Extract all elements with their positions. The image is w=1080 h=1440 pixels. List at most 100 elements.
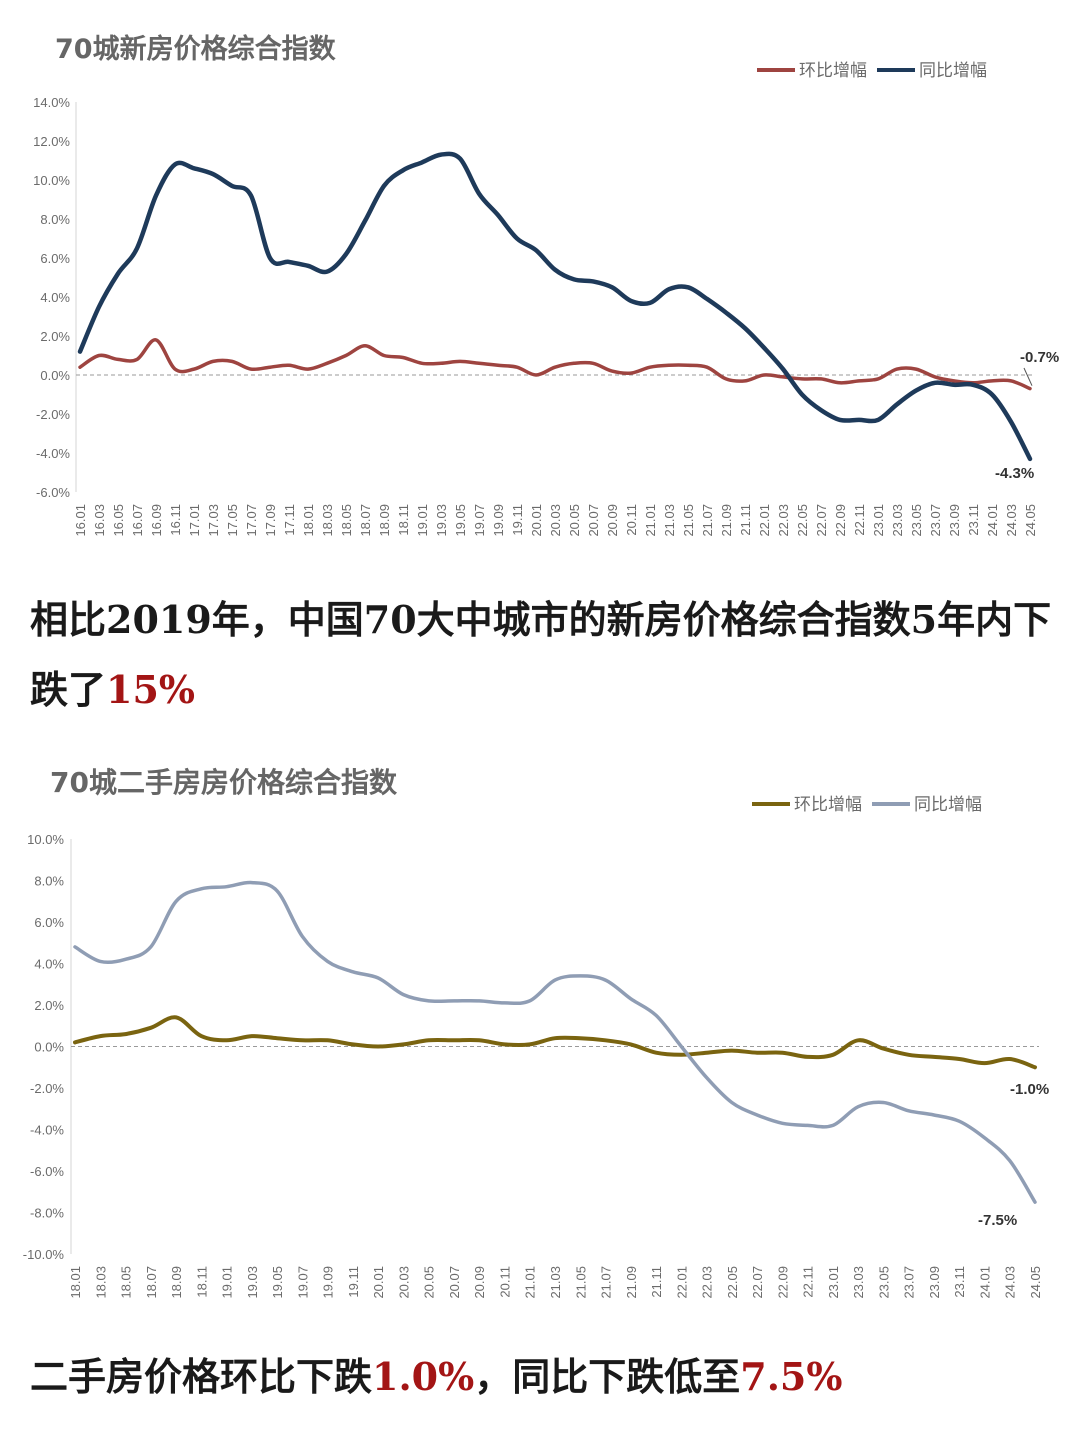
x-tick-label: 23.05 (909, 504, 924, 537)
series-1-point (440, 363, 441, 364)
y-tick-label: 2.0% (40, 329, 70, 344)
x-tick-label: 17.05 (225, 504, 240, 537)
series-2-point (231, 185, 232, 186)
x-tick-label: 20.11 (624, 504, 639, 536)
x-tick-label: 24.03 (1003, 1266, 1018, 1299)
x-tick-label: 18.09 (377, 504, 392, 537)
end-value-label-2: -7.5% (978, 1212, 1017, 1229)
series-2-point (858, 419, 859, 420)
series-1-point (801, 378, 802, 379)
series-1-point (479, 1040, 480, 1041)
x-tick-label: 23.05 (876, 1266, 891, 1299)
series-2-point (573, 279, 574, 280)
legend-label-1: 环比增幅 (794, 795, 862, 815)
series-2-point (605, 980, 606, 981)
series-2-point (150, 946, 151, 947)
series-2-point (763, 347, 764, 348)
series-1-point (807, 1056, 808, 1057)
caption2-highlight1: 1.0% (372, 1354, 475, 1399)
x-tick-label: 20.05 (567, 504, 582, 537)
series-2-point (383, 185, 384, 186)
series-1-point (1029, 388, 1030, 389)
x-tick-label: 23.09 (927, 1266, 942, 1299)
x-tick-label: 23.01 (871, 504, 886, 537)
y-tick-label: 0.0% (40, 368, 70, 383)
x-tick-label: 24.01 (977, 1266, 992, 1299)
x-tick-label: 16.07 (130, 504, 145, 537)
series-2-point (959, 1121, 960, 1122)
x-tick-label: 19.09 (321, 1266, 336, 1299)
series-1-point (326, 363, 327, 364)
series-2-point (193, 168, 194, 169)
x-tick-label: 21.07 (700, 504, 715, 537)
x-tick-label: 16.09 (149, 504, 164, 537)
series-1-point (125, 1034, 126, 1035)
series-2-point (858, 1106, 859, 1107)
x-tick-label: 16.11 (168, 504, 183, 536)
series-2-point (251, 882, 252, 883)
series-1-point (934, 376, 935, 377)
x-tick-label: 19.01 (415, 504, 430, 537)
x-tick-label: 21.03 (662, 504, 677, 537)
x-tick-label: 19.11 (510, 504, 525, 536)
series-2-point (378, 977, 379, 978)
series-1-point (231, 361, 232, 362)
x-tick-label: 20.07 (447, 1266, 462, 1299)
x-tick-label: 23.11 (952, 1266, 967, 1298)
x-tick-label: 19.07 (295, 1266, 310, 1299)
series-2-point (453, 1000, 454, 1001)
x-tick-label: 19.05 (270, 1266, 285, 1299)
series-1-point (832, 1054, 833, 1055)
series-2-point (934, 382, 935, 383)
x-tick-label: 17.01 (187, 504, 202, 537)
series-2-point (428, 1000, 429, 1001)
series-1-point (176, 1017, 177, 1018)
series-2-point (497, 215, 498, 216)
x-tick-label: 24.03 (1004, 504, 1019, 537)
series-2-point (364, 220, 365, 221)
series-1-point (883, 1048, 884, 1049)
y-tick-label: -10.0% (23, 1247, 65, 1262)
series-2-point (100, 961, 101, 962)
series-2-point (953, 384, 954, 385)
series-1-point (155, 339, 156, 340)
series-1-point (1034, 1067, 1035, 1068)
series-2-point (288, 261, 289, 262)
y-tick-label: -8.0% (30, 1206, 64, 1221)
series-1-point (763, 374, 764, 375)
x-tick-label: 20.03 (396, 1266, 411, 1299)
series-2-point (176, 901, 177, 902)
series-2-point (352, 971, 353, 972)
series-2-point (731, 1102, 732, 1103)
series-1-point (649, 367, 650, 368)
series-1-point (896, 369, 897, 370)
series-line-1 (78, 338, 1032, 391)
chart-title: 70城二手房房价格综合指数 (50, 766, 398, 799)
x-tick-label: 20.11 (497, 1266, 512, 1298)
series-1-point (201, 1036, 202, 1037)
series-1-point (687, 365, 688, 366)
series-1-point (554, 1038, 555, 1039)
x-tick-label: 19.01 (220, 1266, 235, 1299)
series-2-point (302, 936, 303, 937)
series-1-point (858, 1040, 859, 1041)
x-tick-label: 21.09 (719, 504, 734, 537)
end-value-label-1: -1.0% (1010, 1081, 1049, 1098)
caption1-text: 相比2019年，中国70大中城市的新房价格综合指数5年内下跌了 (30, 597, 1052, 712)
series-1-point (611, 371, 612, 372)
x-tick-label: 19.03 (245, 1266, 260, 1299)
series-1-point (535, 374, 536, 375)
x-tick-label: 16.01 (73, 504, 88, 537)
series-1-point (193, 369, 194, 370)
series-1-point (288, 365, 289, 366)
x-tick-label: 20.01 (529, 504, 544, 537)
x-tick-label: 24.05 (1028, 1266, 1043, 1299)
series-2-point (580, 975, 581, 976)
y-tick-label: -2.0% (30, 1081, 64, 1096)
series-2-point (529, 1000, 530, 1001)
series-1-point (421, 363, 422, 364)
series-2-point (403, 994, 404, 995)
series-2-point (896, 404, 897, 405)
series-1-point (959, 1058, 960, 1059)
x-tick-label: 23.07 (928, 504, 943, 537)
